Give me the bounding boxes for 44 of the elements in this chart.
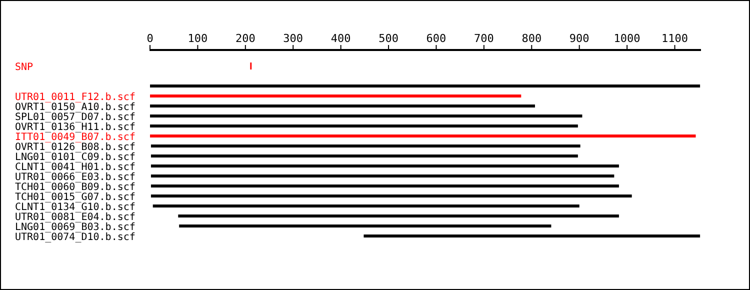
bar — [150, 84, 700, 88]
bar — [150, 154, 578, 158]
x-tick-label: 200 — [235, 32, 256, 45]
bar — [179, 224, 552, 228]
y-tick-label: TCH01_0015_G07.b.scf — [15, 192, 136, 203]
bar — [150, 194, 632, 198]
x-tick-label: 600 — [426, 32, 446, 45]
bar — [364, 234, 700, 238]
x-tick-label: 500 — [378, 32, 398, 45]
y-tick-label: LNG01_0069_B03.b.scf — [15, 222, 136, 233]
x-tick-label: 900 — [569, 32, 590, 45]
bar — [150, 184, 619, 188]
y-tick-label: UTR01_0081_E04.b.scf — [15, 212, 136, 223]
y-tick-label: OVRT1_0126_B08.b.scf — [15, 142, 136, 153]
y-tick-label: UTR01_0066_E03.b.scf — [15, 172, 136, 183]
bar — [150, 144, 580, 148]
x-tick-label: 100 — [188, 32, 208, 45]
bar — [152, 204, 580, 208]
y-tick-label: OVRT1_0136_H11.b.scf — [15, 122, 136, 133]
bar — [150, 124, 578, 128]
y-tick-label: LNG01_0101_C09.b.scf — [15, 152, 136, 163]
y-tick-label: TCH01_0060_B09.b.scf — [15, 182, 136, 193]
bar — [150, 94, 522, 98]
y-tick-label: CLNT1_0041_H01.b.scf — [15, 162, 136, 173]
x-tick-label: 700 — [474, 32, 494, 45]
x-tick-label: 1100 — [662, 32, 688, 45]
y-tick-label: SPL01_0057_D07.b.scf — [15, 112, 136, 123]
y-tick-label: OVRT1_0150_A10.b.scf — [15, 102, 136, 113]
bar — [150, 114, 582, 118]
y-tick-label: CLNT1_0134_G10.b.scf — [15, 202, 136, 213]
x-tick-label: 0 — [146, 32, 154, 45]
x-tick-label: 300 — [283, 32, 304, 45]
bar — [150, 164, 619, 168]
y-tick-label: ITT01_0049_B07.b.scf — [15, 132, 136, 143]
x-tick-label: 400 — [330, 32, 351, 45]
x-tick-label: 800 — [522, 32, 542, 45]
bar — [150, 174, 614, 178]
y-tick-label: SNP — [15, 62, 34, 73]
bar — [150, 134, 696, 138]
y-tick-label: UTR01_0074_D10.b.scf — [15, 232, 136, 243]
bar — [178, 214, 619, 218]
y-tick-label: UTR01_0011_F12.b.scf — [15, 92, 136, 103]
bar — [150, 104, 535, 108]
x-tick-label: 1000 — [614, 32, 640, 45]
